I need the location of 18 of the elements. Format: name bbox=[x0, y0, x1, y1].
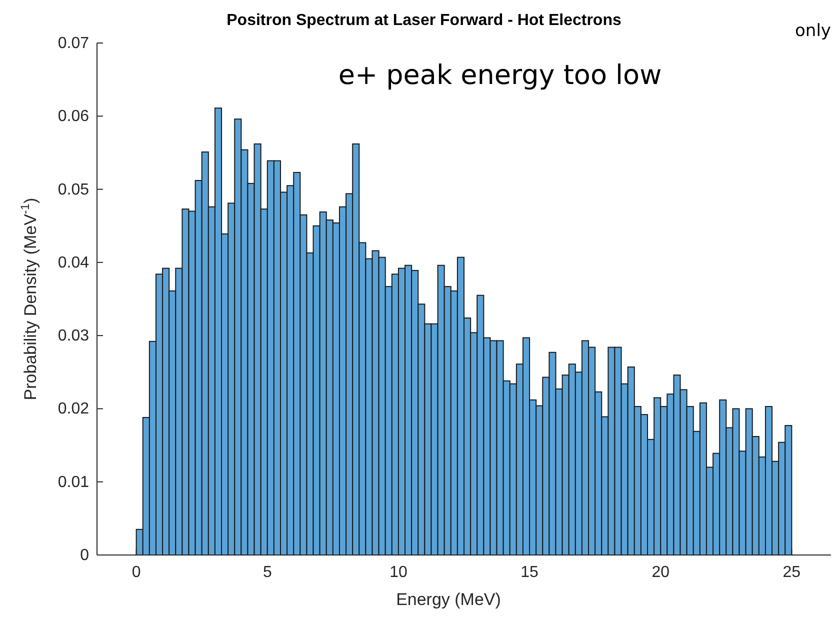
y-tick-label: 0.07 bbox=[58, 35, 90, 52]
x-tick-label: 25 bbox=[782, 564, 801, 581]
y-tick-label: 0.03 bbox=[58, 328, 90, 345]
y-tick-label: 0.04 bbox=[58, 254, 90, 272]
x-tick-label: 15 bbox=[520, 564, 539, 581]
y-tick-label: 0.01 bbox=[58, 474, 90, 491]
x-tick-label: 0 bbox=[132, 564, 141, 581]
y-tick-label: 0 bbox=[80, 547, 90, 564]
y-tick-label: 0.06 bbox=[58, 108, 90, 126]
text: only bbox=[795, 21, 831, 41]
y-tick-label: 0.05 bbox=[58, 181, 90, 198]
x-axis-title: Energy (MeV) bbox=[396, 590, 501, 609]
annotation: e+ peak energy too low bbox=[338, 60, 662, 91]
y-tick-label: 0.02 bbox=[58, 400, 90, 418]
x-tick-label: 20 bbox=[652, 564, 670, 581]
x-tick-label: 5 bbox=[262, 564, 272, 581]
x-tick-label: 10 bbox=[390, 564, 408, 581]
chart-title: Positron Spectrum at Laser Forward - Hot Electrons bbox=[226, 12, 622, 29]
